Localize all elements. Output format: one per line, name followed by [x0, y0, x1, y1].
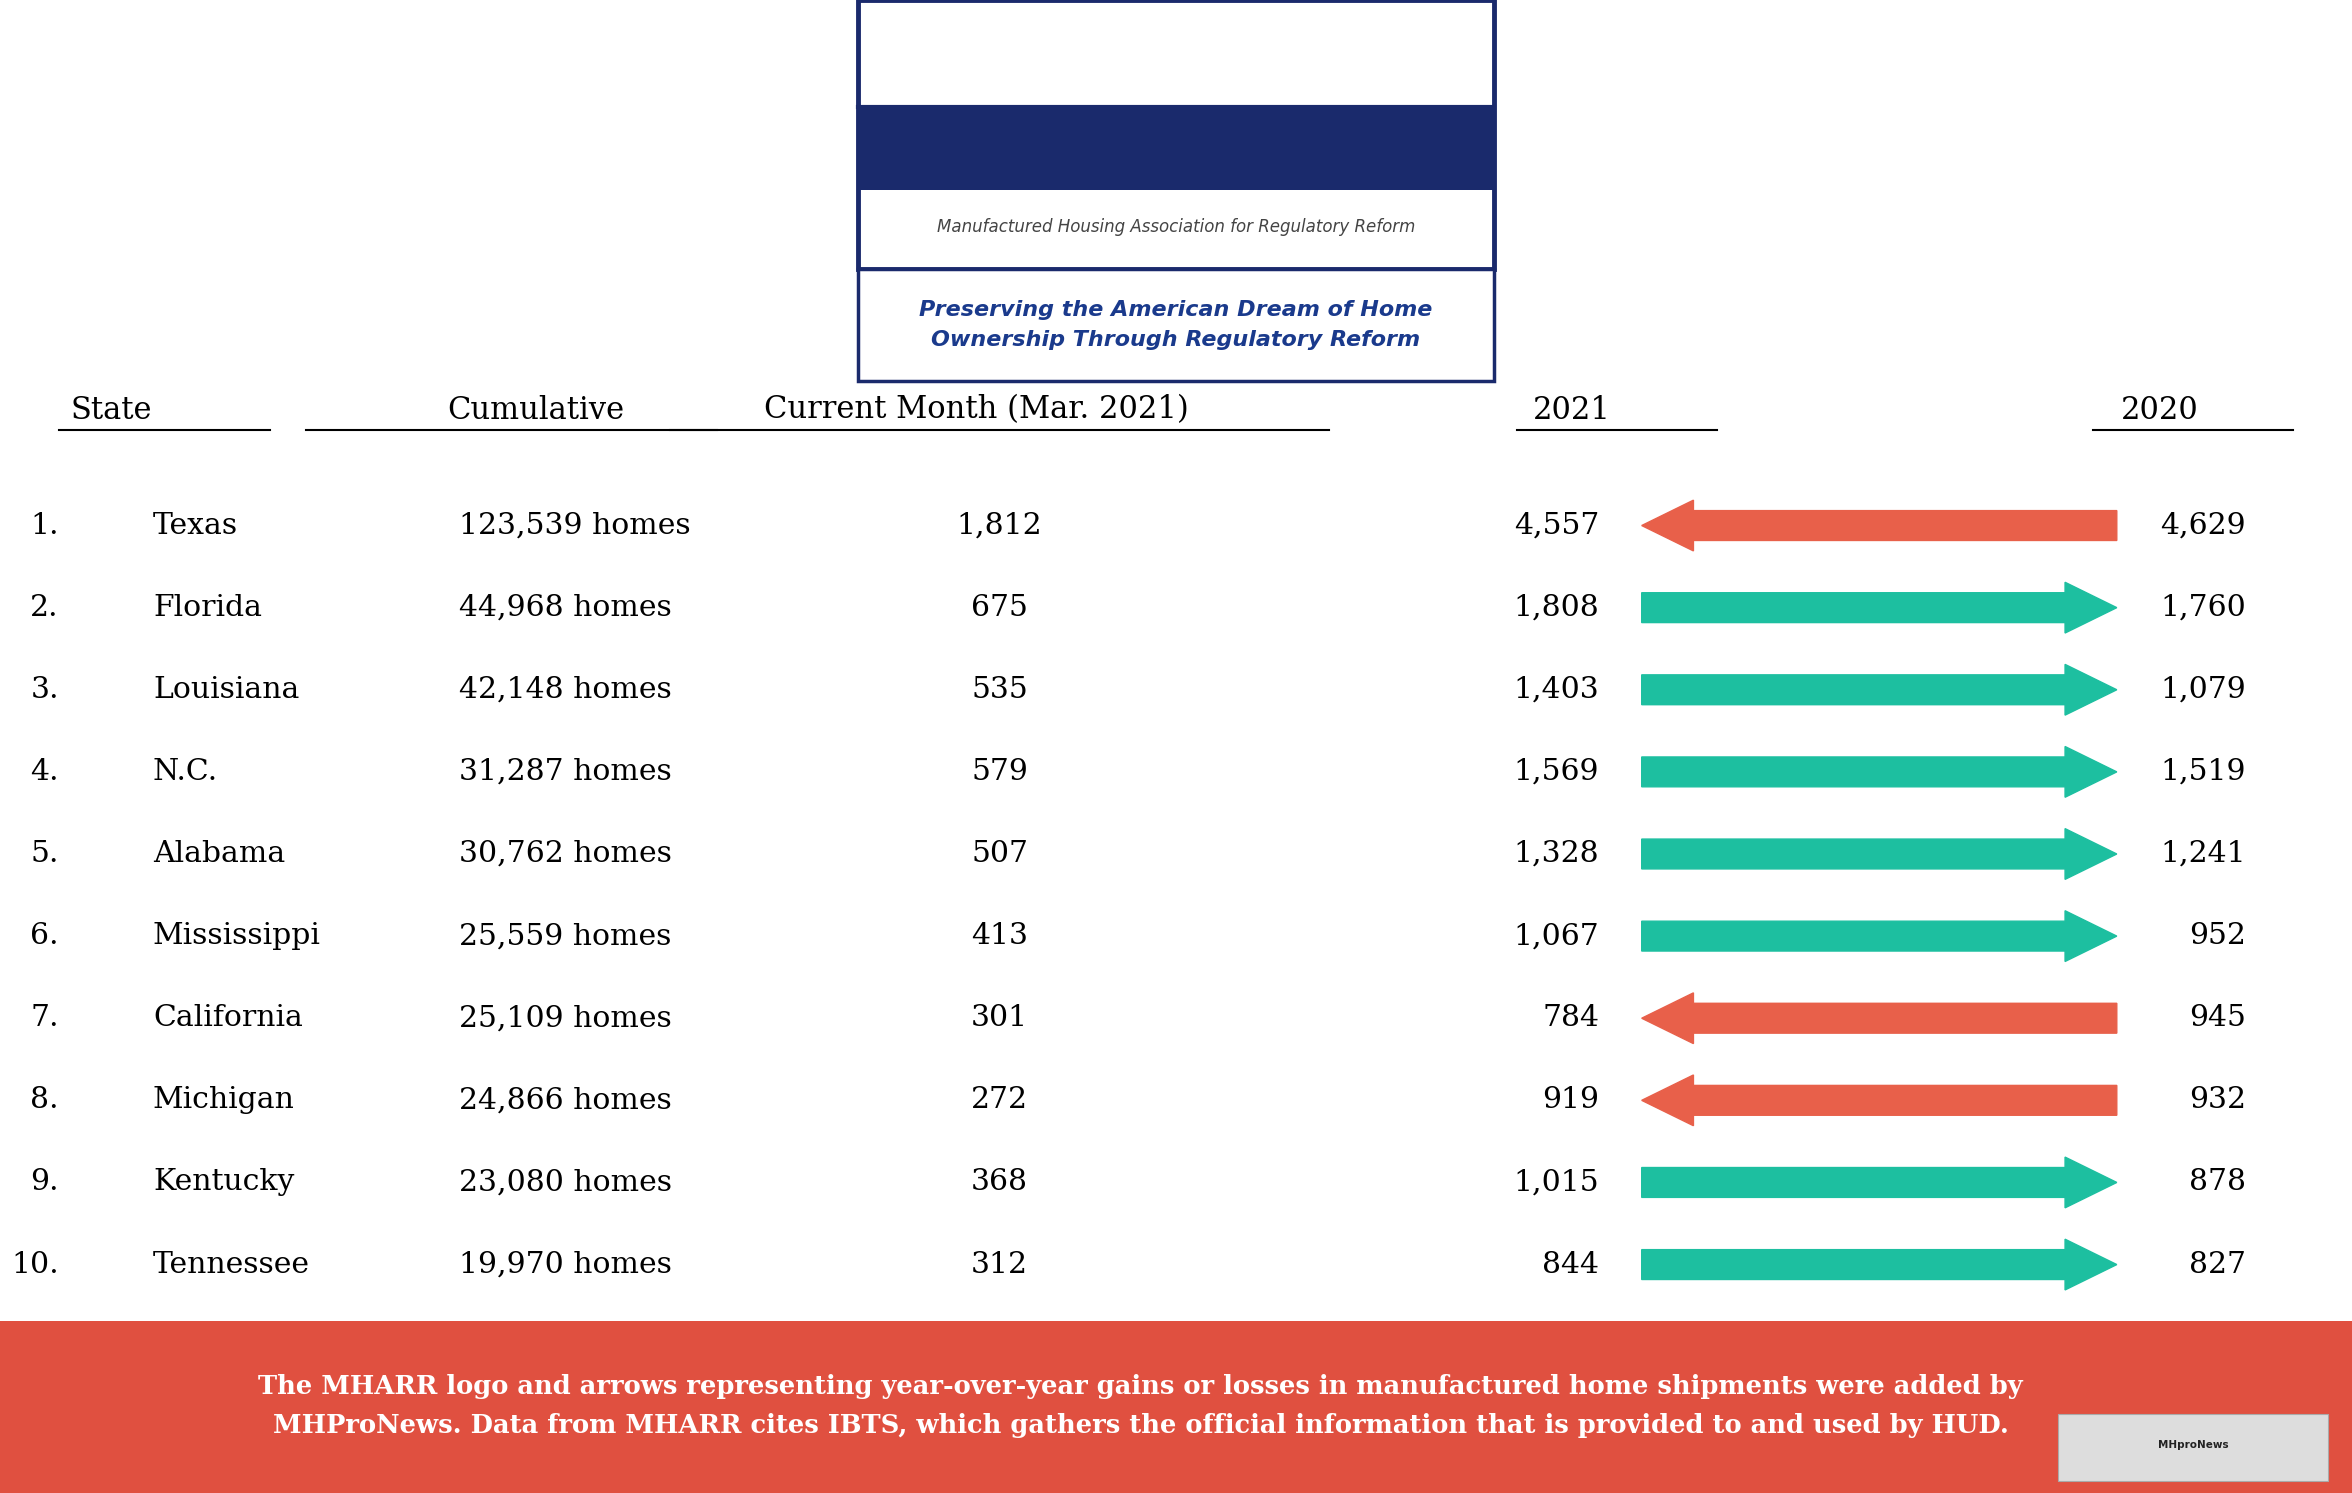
- Text: 301: 301: [971, 1005, 1028, 1032]
- FancyBboxPatch shape: [858, 107, 1494, 190]
- Text: 19,970 homes: 19,970 homes: [459, 1251, 673, 1278]
- Text: N.C.: N.C.: [153, 758, 219, 785]
- Text: 535: 535: [971, 676, 1028, 703]
- Text: MHproNews: MHproNews: [2157, 1441, 2230, 1450]
- Text: 675: 675: [971, 594, 1028, 621]
- Text: 25,559 homes: 25,559 homes: [459, 923, 670, 950]
- Text: 8.: 8.: [31, 1087, 59, 1114]
- Text: Alabama: Alabama: [153, 841, 285, 867]
- Text: Manufactured Housing Association for Regulatory Reform: Manufactured Housing Association for Reg…: [936, 218, 1416, 236]
- Text: 6.: 6.: [31, 923, 59, 950]
- Text: California: California: [153, 1005, 303, 1032]
- Text: Louisiana: Louisiana: [153, 676, 299, 703]
- Text: 24,866 homes: 24,866 homes: [459, 1087, 670, 1114]
- FancyArrow shape: [1642, 664, 2117, 715]
- Text: 919: 919: [1543, 1087, 1599, 1114]
- Text: 1,328: 1,328: [1515, 841, 1599, 867]
- Text: 3.: 3.: [31, 676, 59, 703]
- Text: 1.: 1.: [31, 512, 59, 539]
- FancyArrow shape: [1642, 746, 2117, 797]
- Text: 1,067: 1,067: [1515, 923, 1599, 950]
- Text: 1,812: 1,812: [957, 512, 1042, 539]
- FancyArrow shape: [1642, 993, 2117, 1044]
- Text: The MHARR logo and arrows representing year-over-year gains or losses in manufac: The MHARR logo and arrows representing y…: [259, 1375, 2023, 1438]
- Text: 4,629: 4,629: [2161, 512, 2246, 539]
- FancyArrow shape: [1642, 1075, 2117, 1126]
- Text: 23,080 homes: 23,080 homes: [459, 1169, 673, 1196]
- Text: 1,079: 1,079: [2161, 676, 2246, 703]
- Text: 25,109 homes: 25,109 homes: [459, 1005, 670, 1032]
- Text: Florida: Florida: [153, 594, 261, 621]
- Text: 952: 952: [2190, 923, 2246, 950]
- Text: 844: 844: [1543, 1251, 1599, 1278]
- Text: Mississippi: Mississippi: [153, 923, 320, 950]
- Text: 272: 272: [971, 1087, 1028, 1114]
- FancyArrow shape: [1642, 500, 2117, 551]
- Text: 123,539 homes: 123,539 homes: [459, 512, 689, 539]
- Text: 827: 827: [2190, 1251, 2246, 1278]
- Text: 4.: 4.: [31, 758, 59, 785]
- Text: 932: 932: [2190, 1087, 2246, 1114]
- FancyArrow shape: [1642, 911, 2117, 961]
- Text: 9.: 9.: [31, 1169, 59, 1196]
- Text: 1,808: 1,808: [1515, 594, 1599, 621]
- FancyBboxPatch shape: [858, 269, 1494, 381]
- Text: 42,148 homes: 42,148 homes: [459, 676, 670, 703]
- Text: 1,403: 1,403: [1515, 676, 1599, 703]
- Text: 4,557: 4,557: [1515, 512, 1599, 539]
- Text: 312: 312: [971, 1251, 1028, 1278]
- Text: 1,519: 1,519: [2161, 758, 2246, 785]
- Text: Current Month (Mar. 2021): Current Month (Mar. 2021): [764, 394, 1188, 426]
- Text: 878: 878: [2190, 1169, 2246, 1196]
- Text: 2020: 2020: [2122, 394, 2199, 426]
- Text: 784: 784: [1543, 1005, 1599, 1032]
- Text: 945: 945: [2190, 1005, 2246, 1032]
- FancyArrow shape: [1642, 1239, 2117, 1290]
- Text: Preserving the American Dream of Home
Ownership Through Regulatory Reform: Preserving the American Dream of Home Ow…: [920, 300, 1432, 349]
- Text: 1,241: 1,241: [2161, 841, 2246, 867]
- Text: 2.: 2.: [31, 594, 59, 621]
- Text: 413: 413: [971, 923, 1028, 950]
- Text: Cumulative: Cumulative: [447, 394, 623, 426]
- Text: Kentucky: Kentucky: [153, 1169, 294, 1196]
- Text: Michigan: Michigan: [153, 1087, 294, 1114]
- Text: MHARR: MHARR: [1037, 124, 1352, 199]
- FancyArrow shape: [1642, 1157, 2117, 1208]
- Text: 5.: 5.: [31, 841, 59, 867]
- FancyBboxPatch shape: [0, 1321, 2352, 1493]
- FancyBboxPatch shape: [858, 0, 1494, 269]
- Text: 1,760: 1,760: [2161, 594, 2246, 621]
- Text: 2021: 2021: [1534, 394, 1611, 426]
- Text: Texas: Texas: [153, 512, 238, 539]
- Text: 7.: 7.: [31, 1005, 59, 1032]
- FancyArrow shape: [1642, 829, 2117, 879]
- Text: 44,968 homes: 44,968 homes: [459, 594, 670, 621]
- FancyArrow shape: [1642, 582, 2117, 633]
- Text: 31,287 homes: 31,287 homes: [459, 758, 670, 785]
- Text: State: State: [71, 394, 153, 426]
- Text: 30,762 homes: 30,762 homes: [459, 841, 673, 867]
- FancyBboxPatch shape: [2058, 1414, 2328, 1481]
- Text: Tennessee: Tennessee: [153, 1251, 310, 1278]
- Text: 1,015: 1,015: [1515, 1169, 1599, 1196]
- Text: ⌂: ⌂: [891, 131, 934, 197]
- Text: 10.: 10.: [12, 1251, 59, 1278]
- Text: 368: 368: [971, 1169, 1028, 1196]
- Text: 507: 507: [971, 841, 1028, 867]
- Text: 1,569: 1,569: [1515, 758, 1599, 785]
- Text: 579: 579: [971, 758, 1028, 785]
